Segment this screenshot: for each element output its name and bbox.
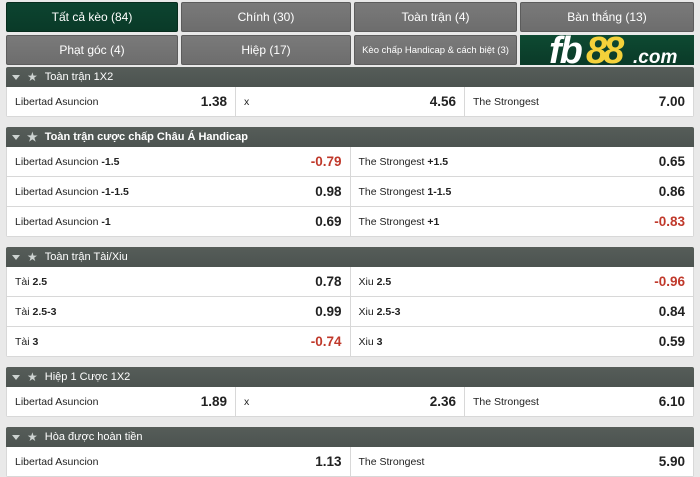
svg-text:88: 88: [586, 30, 625, 72]
svg-text:.com: .com: [633, 47, 677, 68]
svg-text:fb: fb: [549, 30, 583, 72]
